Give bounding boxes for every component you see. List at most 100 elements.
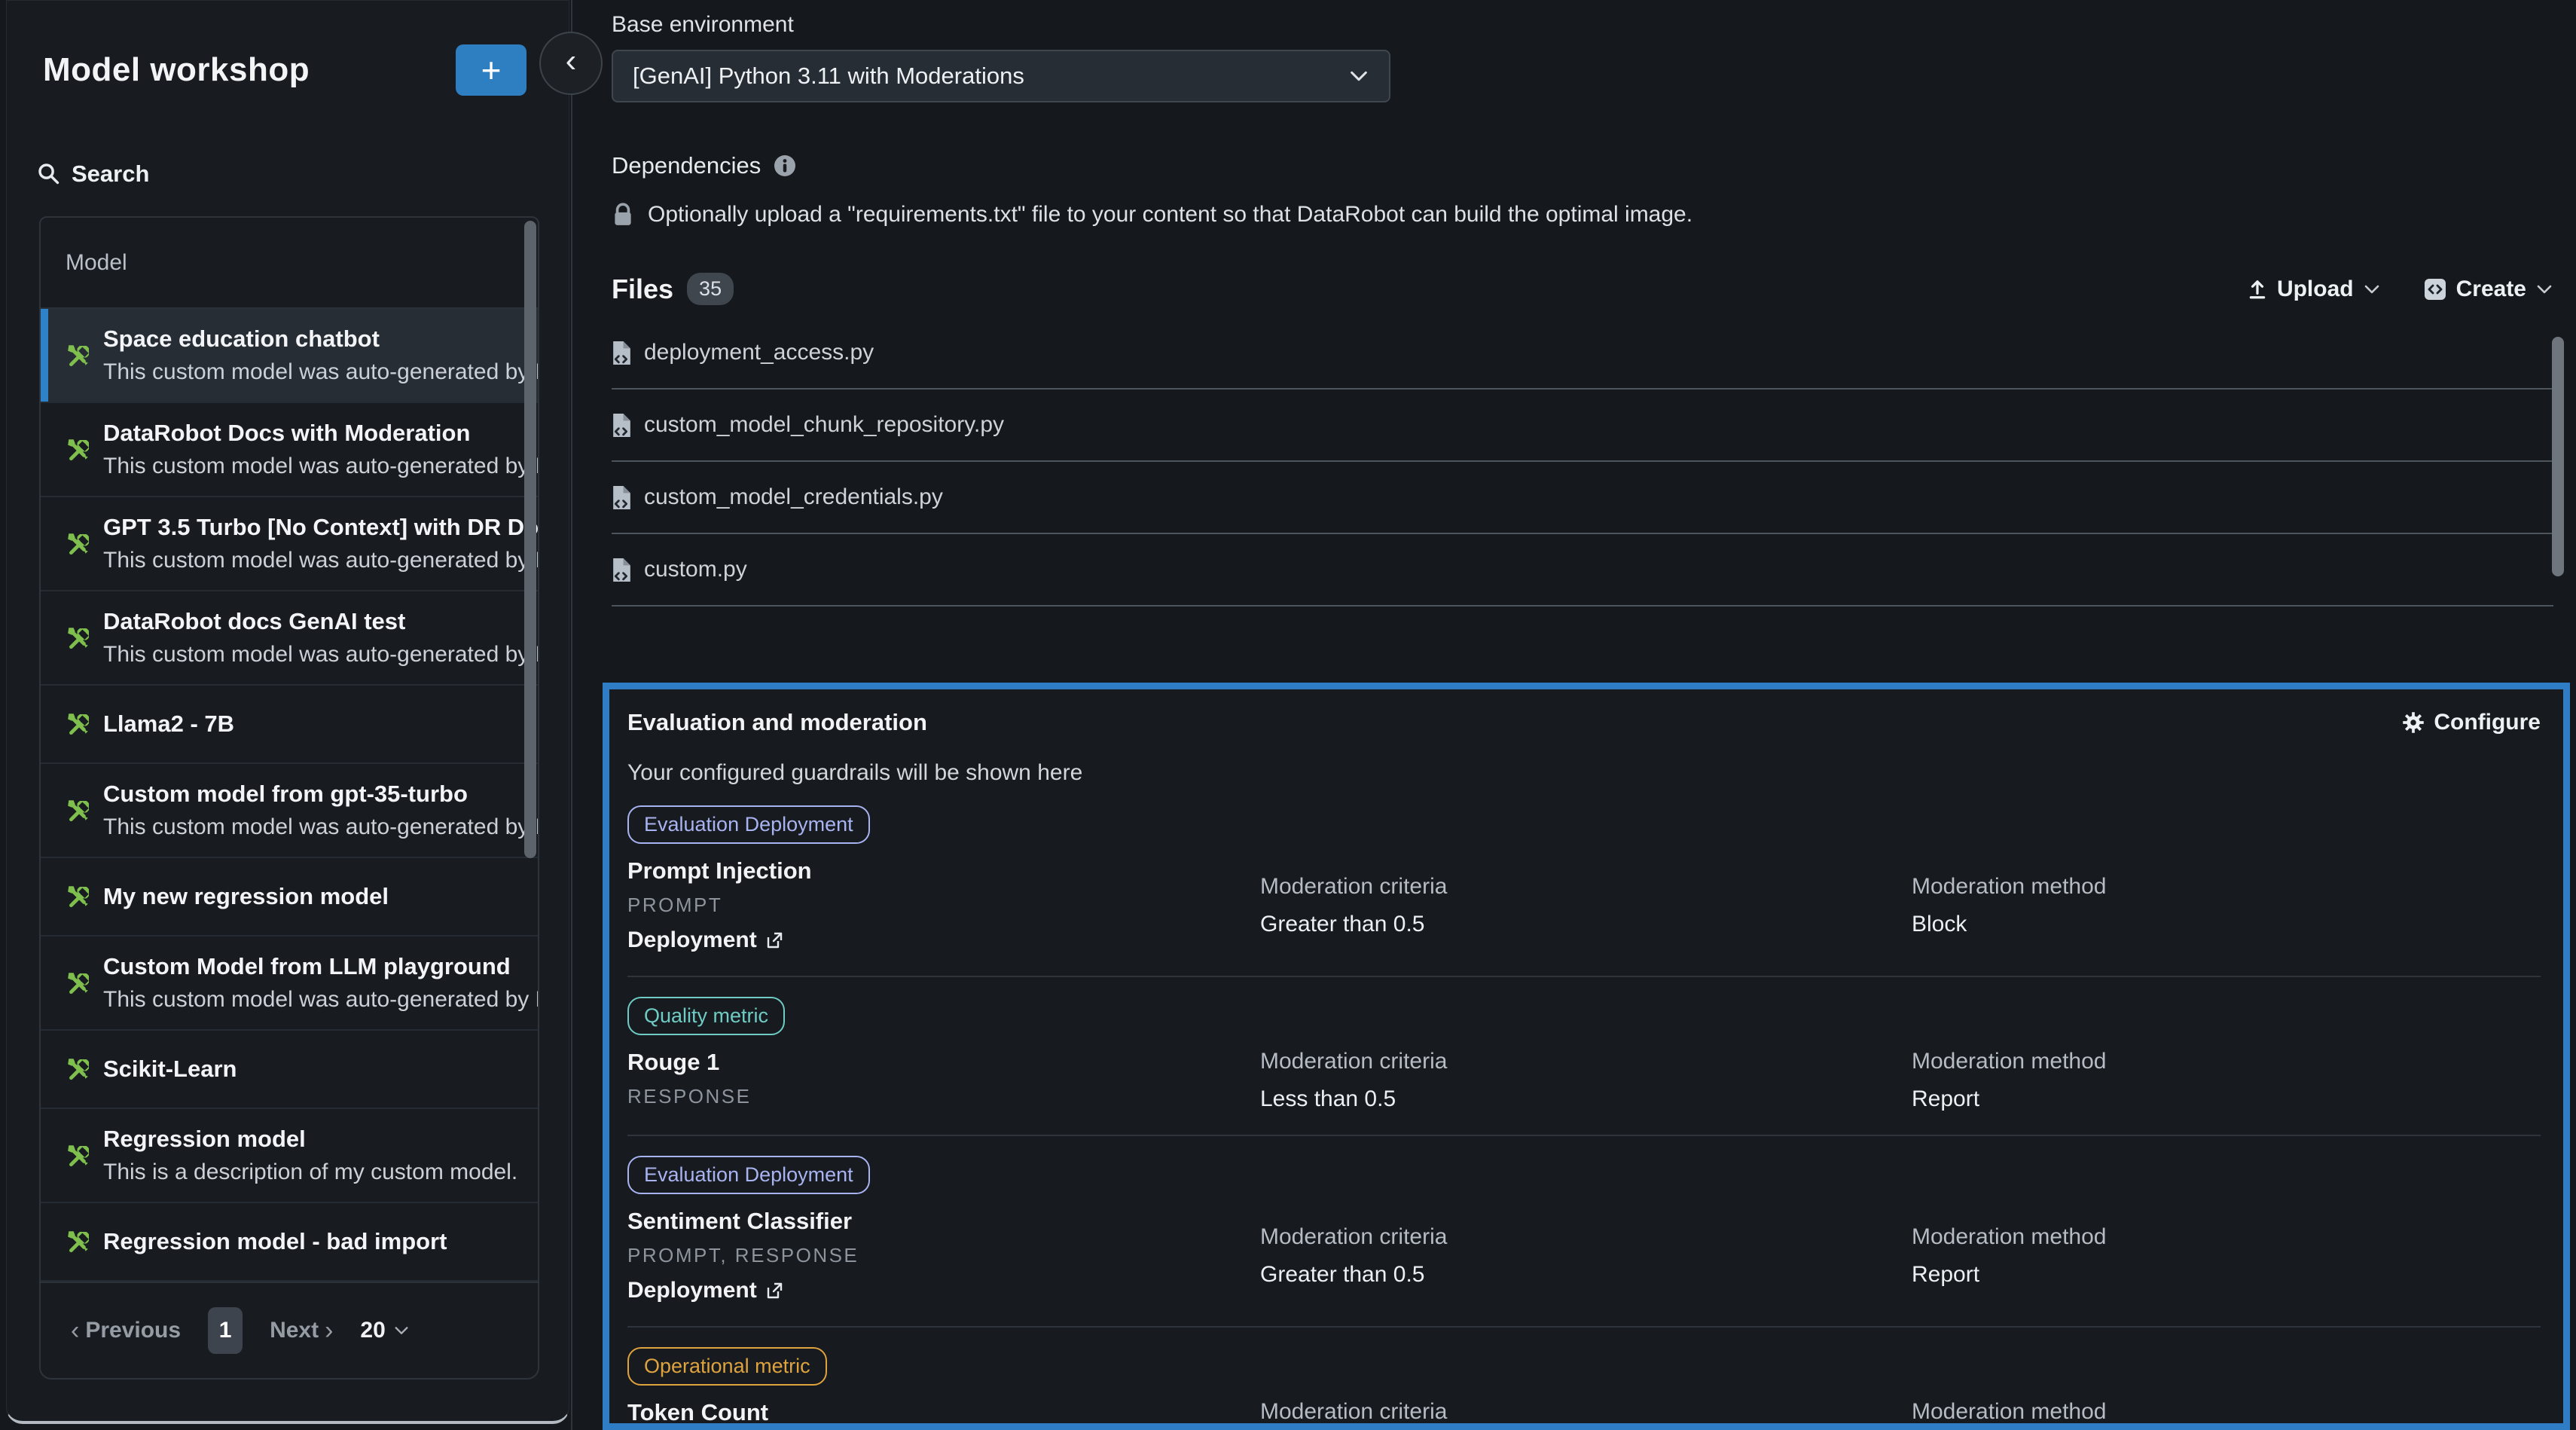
- divider: [627, 1326, 2541, 1328]
- moderation-method-value: Block: [1912, 911, 1967, 937]
- custom-model-tools-icon: [66, 798, 91, 823]
- model-title: DataRobot Docs with Moderation: [103, 420, 471, 446]
- add-model-button[interactable]: +: [456, 44, 526, 96]
- model-list-item[interactable]: DataRobot docs GenAI test This custom mo…: [41, 591, 538, 686]
- guardrail-name: Sentiment Classifier: [627, 1208, 853, 1234]
- gear-icon: [2402, 711, 2425, 734]
- files-count-badge: 35: [687, 273, 734, 305]
- model-title: Custom model from gpt-35-turbo: [103, 781, 468, 807]
- custom-model-tools-icon: [66, 1143, 91, 1169]
- sidebar-header: Model workshop +: [7, 1, 569, 96]
- model-list-item[interactable]: Scikit-Learn: [41, 1031, 538, 1109]
- model-title: Space education chatbot: [103, 325, 380, 352]
- moderation-criteria-value: Greater than 0.5: [1260, 1261, 1425, 1287]
- deployment-link-label: Deployment: [627, 1278, 757, 1303]
- model-title: GPT 3.5 Turbo [No Context] with DR Docs …: [103, 514, 538, 540]
- chevron-left-icon: ‹: [71, 1315, 80, 1345]
- model-title: Regression model - bad import: [103, 1228, 447, 1254]
- configure-label: Configure: [2434, 710, 2541, 735]
- dependencies-header: Dependencies: [612, 152, 2553, 179]
- model-list-item[interactable]: My new regression model: [41, 858, 538, 937]
- file-name: custom.py: [644, 557, 747, 582]
- custom-model-tools-icon: [66, 970, 91, 996]
- guardrail-applies: RESPONSE: [627, 1085, 752, 1108]
- moderation-criteria-label: Moderation criteria: [1260, 873, 1448, 899]
- base-environment-select[interactable]: [GenAI] Python 3.11 with Moderations: [612, 50, 1390, 102]
- page-size-select[interactable]: 20: [360, 1318, 409, 1343]
- search-toggle[interactable]: Search: [37, 160, 569, 188]
- chevron-left-icon: ‹: [565, 42, 577, 79]
- model-list-item[interactable]: Regression model This is a description o…: [41, 1109, 538, 1203]
- guardrail-type-badge: Operational metric: [627, 1347, 827, 1386]
- collapse-sidebar-button[interactable]: ‹: [539, 32, 603, 95]
- next-page-button[interactable]: Next ›: [270, 1316, 333, 1346]
- model-description: This custom model was auto-generated by …: [103, 454, 538, 478]
- custom-model-tools-icon: [66, 531, 91, 557]
- guardrail-block: Evaluation Deployment Prompt Injection P…: [627, 805, 2541, 977]
- base-environment-value: [GenAI] Python 3.11 with Moderations: [633, 63, 1024, 89]
- moderation-criteria-label: Moderation criteria: [1260, 1224, 1448, 1249]
- moderation-method-value: Report: [1912, 1261, 1980, 1287]
- chevron-down-icon: [393, 1322, 410, 1339]
- model-list-item[interactable]: Custom Model from LLM playground This cu…: [41, 937, 538, 1031]
- file-row[interactable]: custom_model_chunk_repository.py: [612, 390, 2553, 462]
- guardrail-applies: PROMPT: [627, 894, 723, 916]
- files-header: Files 35 Upload: [612, 273, 2553, 305]
- page-size-value: 20: [360, 1318, 386, 1343]
- file-row[interactable]: deployment_access.py: [612, 317, 2553, 390]
- model-list-item[interactable]: Space education chatbot This custom mode…: [41, 309, 538, 403]
- model-list-scrollbar[interactable]: [524, 221, 536, 858]
- model-list-item[interactable]: DataRobot Docs with Moderation This cust…: [41, 403, 538, 497]
- code-file-icon: [2423, 277, 2447, 301]
- external-link-icon: [765, 1281, 784, 1300]
- page-scrollbar[interactable]: [2552, 337, 2564, 576]
- sidebar: Model workshop + Search Model Space educ…: [6, 0, 569, 1424]
- moderation-method-value: Report: [1912, 1086, 1980, 1111]
- custom-model-tools-icon: [66, 884, 91, 909]
- main-content: Base environment [GenAI] Python 3.11 wit…: [571, 0, 2576, 1430]
- custom-model-tools-icon: [66, 711, 91, 737]
- guardrail-name: Token Count: [627, 1399, 769, 1425]
- moderation-method-label: Moderation method: [1912, 1224, 2107, 1249]
- guardrails-subtitle: Your configured guardrails will be shown…: [627, 760, 1083, 785]
- model-description: This custom model was auto-generated by …: [103, 359, 538, 384]
- model-list-item[interactable]: Regression model - bad import: [41, 1203, 538, 1282]
- upload-button[interactable]: Upload: [2247, 277, 2381, 302]
- model-list-item[interactable]: Llama2 - 7B: [41, 686, 538, 764]
- chevron-down-icon: [2535, 280, 2553, 298]
- model-list-item[interactable]: GPT 3.5 Turbo [No Context] with DR Docs …: [41, 497, 538, 591]
- evaluation-panel: Evaluation and moderation: [603, 683, 2570, 1430]
- model-title: DataRobot docs GenAI test: [103, 608, 406, 634]
- pagination: ‹ Previous 1 Next › 20: [41, 1282, 538, 1378]
- info-icon[interactable]: [773, 154, 797, 178]
- guardrail-type-badge: Evaluation Deployment: [627, 805, 870, 844]
- dependencies-note: Optionally upload a "requirements.txt" f…: [612, 202, 2553, 228]
- model-list: Model Space education chatbot This custo…: [39, 216, 539, 1380]
- previous-label: Previous: [85, 1318, 182, 1343]
- guardrail-type-badge: Quality metric: [627, 997, 786, 1035]
- model-description: This custom model was auto-generated by …: [103, 642, 538, 667]
- chevron-right-icon: ›: [325, 1315, 334, 1345]
- file-name: custom_model_credentials.py: [644, 484, 943, 509]
- chevron-down-icon: [1348, 66, 1369, 87]
- deployment-link[interactable]: Deployment: [627, 1278, 1260, 1303]
- model-list-item[interactable]: Custom model from gpt-35-turbo This cust…: [41, 764, 538, 858]
- moderation-criteria-value: Less than 0.5: [1260, 1086, 1396, 1111]
- moderation-criteria-value: Greater than 0.5: [1260, 911, 1425, 937]
- moderation-method-label: Moderation method: [1912, 1399, 2107, 1424]
- divider: [627, 976, 2541, 977]
- configure-button[interactable]: Configure: [2402, 710, 2541, 735]
- custom-model-tools-icon: [66, 437, 91, 463]
- file-row[interactable]: custom_model_credentials.py: [612, 462, 2553, 534]
- create-button[interactable]: Create: [2423, 277, 2553, 302]
- page-title: Model workshop: [43, 51, 310, 88]
- model-title: Llama2 - 7B: [103, 710, 235, 737]
- deployment-link[interactable]: Deployment: [627, 927, 1260, 953]
- current-page-indicator[interactable]: 1: [208, 1307, 243, 1354]
- lock-icon: [612, 202, 634, 228]
- file-list: deployment_access.py custom_model_chunk_…: [612, 317, 2553, 607]
- previous-page-button[interactable]: ‹ Previous: [71, 1316, 181, 1346]
- guardrail-applies: PROMPT, RESPONSE: [627, 1244, 859, 1267]
- evaluation-heading: Evaluation and moderation: [627, 709, 927, 735]
- file-row[interactable]: custom.py: [612, 534, 2553, 607]
